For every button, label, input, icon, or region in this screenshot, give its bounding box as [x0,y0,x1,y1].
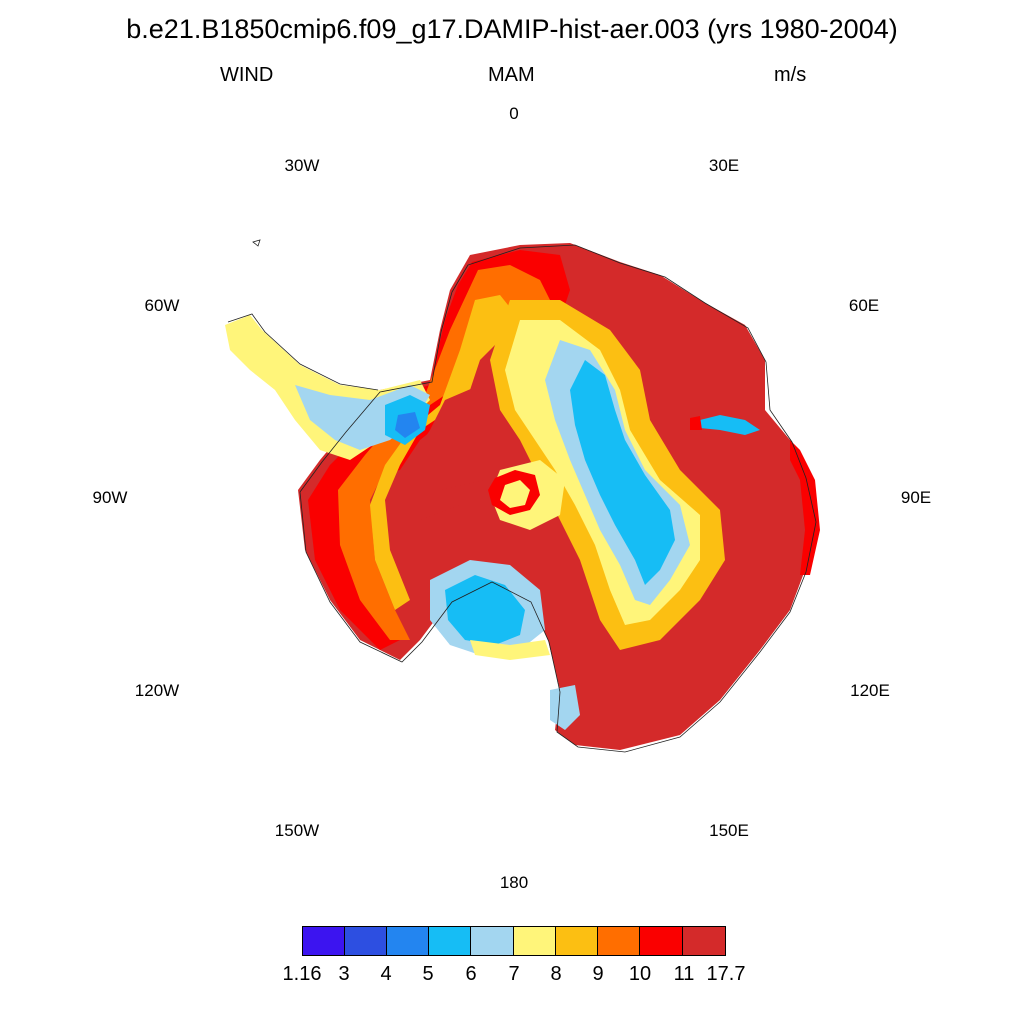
ross-blue [445,575,525,645]
lon-label-0: 0 [509,104,519,123]
east-interior-blue [570,360,675,585]
ross-coast-lightblue [550,685,580,730]
lon-label-90e: 90E [900,488,932,507]
colorbar-label-7: 9 [592,963,604,985]
west-interior-red-lower [420,505,495,560]
lon-label-150e: 150E [709,821,749,840]
variable-label: WIND [220,64,274,86]
coast-anomaly-east [700,415,760,435]
colorbar-swatch-5 [513,926,556,956]
lon-label-90w: 90W [92,488,128,507]
lon-label-180: 180 [499,873,529,892]
colorbar-label-3: 5 [422,963,434,985]
colorbar-label-9: 11 [673,963,695,985]
colorbar-swatch-3 [428,926,471,956]
colorbar-swatch-8 [639,926,683,956]
units-label: m/s [774,64,807,86]
colorbar-swatch-2 [386,926,429,956]
colorbar-swatch-9 [682,926,726,956]
colorbar-label-10: 17.7 [706,963,746,985]
colorbar-swatch-1 [344,926,387,956]
lon-label-60w: 60W [144,296,180,315]
wind-zone-5 [395,412,420,438]
colorbar-label-4: 6 [465,963,477,985]
colorbar-label-6: 8 [550,963,562,985]
colorbar-swatch-6 [555,926,598,956]
colorbar-label-1: 3 [338,963,350,985]
lon-label-30w: 30W [284,156,320,175]
interior-wind-structures [400,300,820,730]
lon-label-150w: 150W [274,821,320,840]
pole-center [500,480,530,508]
colorbar-swatch-7 [597,926,640,956]
colorbar-label-5: 7 [508,963,520,985]
colorbar-swatch-0 [302,926,345,956]
lon-label-120e: 120E [850,681,890,700]
colorbar-label-0: 1.16 [282,963,322,985]
map-title: b.e21.B1850cmip6.f09_g17.DAMIP-hist-aer.… [126,14,898,44]
ross-yellow [470,640,550,660]
colorbar-swatch-4 [470,926,514,956]
lon-label-60e: 60E [848,296,880,315]
colorbar-label-8: 10 [628,963,652,985]
lon-label-30e: 30E [708,156,740,175]
coastline [227,239,817,753]
colorbar-label-2: 4 [380,963,392,985]
lon-label-120w: 120W [134,681,180,700]
coast-anomaly-east-red [690,416,702,430]
west-interior-red [400,385,500,490]
season-label: MAM [488,64,535,86]
